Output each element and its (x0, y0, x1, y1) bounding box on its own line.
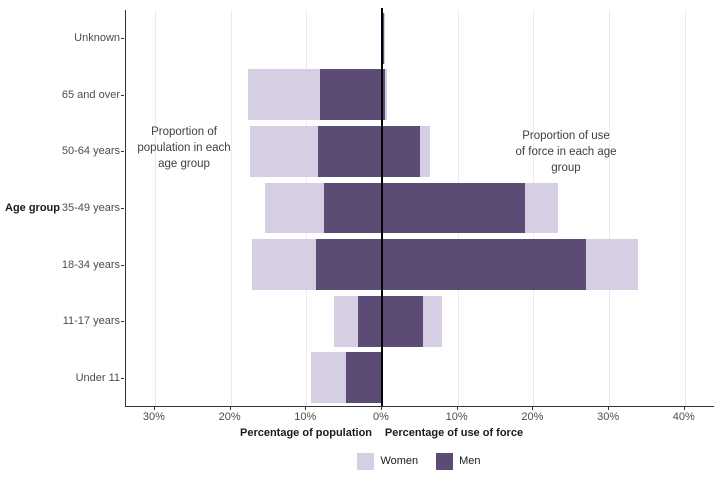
bar-men-population (323, 182, 382, 234)
annotation-line: group (551, 162, 581, 174)
bar-men-use-of-force (382, 125, 420, 177)
x-axis-tickmark (456, 407, 458, 410)
plot-panel (125, 8, 714, 407)
x-axis-tick-label: 10% (445, 411, 468, 423)
x-axis-title-population: Percentage of population (239, 427, 373, 439)
bar-men-use-of-force (382, 295, 423, 347)
bar-men-population (357, 295, 382, 347)
bar-men-use-of-force (382, 69, 386, 121)
annotation-line: of force in each age (515, 146, 617, 158)
bar-women-population (248, 69, 320, 121)
bar-women-population (310, 352, 346, 404)
bar-women-use-of-force (419, 125, 430, 177)
bar-men-use-of-force (382, 239, 587, 291)
x-axis-tickmark (381, 407, 382, 410)
zero-reference-line (381, 8, 383, 406)
legend-swatch-women (357, 452, 375, 470)
y-axis-tickmark (121, 38, 124, 40)
bar-women-population (251, 239, 317, 291)
gridline (230, 10, 232, 406)
y-axis-tick-label: 65 and over (61, 88, 120, 101)
gridline (684, 10, 686, 406)
bar-women-use-of-force (525, 182, 559, 234)
chart-legend: Women Men (125, 451, 713, 471)
x-axis-tick-label: 40% (672, 411, 695, 423)
bar-men-use-of-force (382, 182, 526, 234)
x-axis-tickmark (683, 407, 685, 410)
annotation-population: Proportion of population in each age gro… (137, 124, 230, 172)
gridline (154, 10, 156, 406)
x-axis-tick-label: 20% (218, 411, 241, 423)
y-axis-tick-label: 50-64 years (61, 145, 120, 158)
y-axis-title: Age group (5, 202, 60, 214)
bar-men-population (317, 125, 382, 177)
y-axis-tick-label: 11-17 years (62, 315, 120, 328)
y-axis-tickmark (121, 94, 124, 96)
annotation-line: Proportion of (151, 126, 217, 138)
bar-women-population (264, 182, 324, 234)
bar-men-population (345, 352, 382, 404)
legend-label-men: Men (459, 455, 481, 467)
y-axis-tickmark (121, 377, 124, 379)
annotation-line: Proportion of use (522, 130, 610, 142)
y-axis-tick-label: Under 11 (75, 371, 120, 384)
bar-women-use-of-force (383, 12, 385, 64)
bar-men-population (319, 69, 382, 121)
x-axis-tickmark (608, 407, 610, 410)
gridline (609, 10, 611, 406)
x-axis-tick-label: 30% (597, 411, 620, 423)
x-axis-tick-label: 0% (373, 411, 389, 423)
y-axis-tick-label: 18-34 years (61, 258, 120, 271)
annotation-line: age group (158, 158, 210, 170)
x-axis-tick-label: 30% (142, 411, 165, 423)
bar-women-population (333, 295, 358, 347)
bar-men-population (316, 239, 382, 291)
y-axis-tickmark (121, 151, 124, 153)
bar-women-use-of-force (385, 69, 387, 121)
annotation-use-of-force: Proportion of use of force in each age g… (515, 128, 616, 176)
x-axis-title-use-of-force: Percentage of use of force (384, 427, 524, 439)
x-axis-tick-label: 20% (521, 411, 544, 423)
legend-swatch-men (436, 452, 454, 470)
bar-women-population (250, 125, 318, 177)
x-axis-tickmark (229, 407, 231, 410)
y-axis-tickmark (121, 321, 124, 323)
bar-women-use-of-force (586, 239, 638, 291)
legend-item-men: Men (436, 452, 481, 470)
x-axis-tick-label: 10% (294, 411, 317, 423)
x-axis-tickmark (153, 407, 155, 410)
x-axis-tickmark (532, 407, 534, 410)
legend-item-women: Women (357, 452, 419, 470)
y-axis-tick-label: Unknown (74, 32, 120, 45)
annotation-line: population in each (137, 142, 231, 154)
y-axis-tick-label: 35-49 years (61, 202, 120, 214)
y-axis-tickmark (121, 208, 124, 209)
bar-women-use-of-force (422, 295, 442, 347)
x-axis-tickmark (305, 407, 307, 410)
y-axis-tickmark (121, 264, 124, 266)
legend-label-women: Women (380, 455, 419, 467)
